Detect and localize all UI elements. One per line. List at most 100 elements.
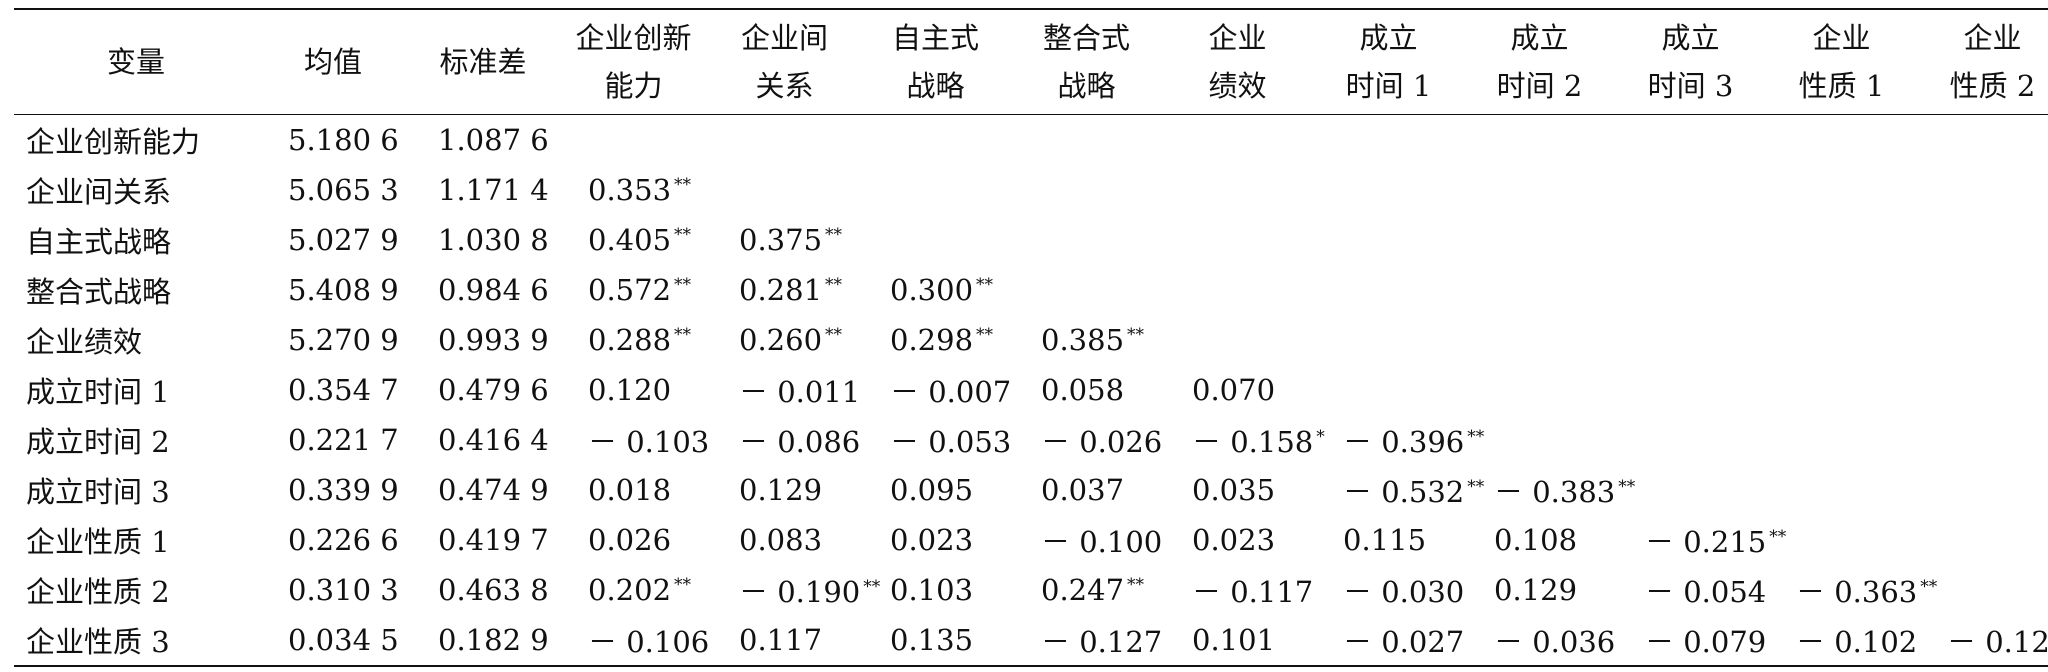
table-cell (1313, 265, 1464, 315)
table-cell (1766, 115, 1917, 166)
table-cell: － 0.054 (1645, 575, 1767, 609)
table-cell (1313, 215, 1464, 265)
table-cell: － 0.100 (1041, 525, 1163, 559)
table-cell: 0.135 (890, 623, 974, 657)
table-cell (1313, 365, 1464, 415)
table-cell (1766, 165, 1917, 215)
table-cell (1615, 415, 1766, 465)
table-cell: 0.405 ** (588, 223, 692, 257)
table-cell (860, 165, 1011, 215)
table-cell: 5.027 9 (288, 223, 399, 257)
row-label: 企业性质 2 (26, 575, 170, 609)
table-cell: 0.083 (739, 523, 823, 557)
column-header: 成立 时间 2 (1496, 21, 1583, 103)
table-cell: 0.070 (1192, 373, 1276, 407)
table-cell (1766, 315, 1917, 365)
column-header: 整合式 战略 (1042, 21, 1130, 103)
table-row: 自主式战略 5.027 9 1.030 8 0.405 ** 0.375 ** (14, 215, 2048, 265)
table-cell: 0.474 9 (438, 473, 549, 507)
row-label: 企业创新能力 (26, 125, 201, 159)
table-cell (558, 115, 709, 166)
table-cell: － 0.011 (739, 375, 861, 409)
table-cell: － 0.383 ** (1494, 475, 1636, 509)
table-body: 企业创新能力 5.180 6 1.087 6 企业间关系 5.065 3 1.171 4 0… (14, 115, 2048, 666)
table-cell: 0.101 (1192, 623, 1276, 657)
table-cell: 0.993 9 (438, 323, 549, 357)
table-cell: － 0.053 (890, 425, 1012, 459)
table-cell: 0.260 ** (739, 323, 843, 357)
table-cell: 0.018 (588, 473, 672, 507)
table-cell (1011, 165, 1162, 215)
table-cell: 0.035 (1192, 473, 1276, 507)
table-cell: － 0.079 (1645, 625, 1767, 659)
table-cell: － 0.030 (1343, 575, 1465, 609)
table-cell (1464, 365, 1615, 415)
table-cell: － 0.103 (588, 425, 710, 459)
table-cell: 0.984 6 (438, 273, 549, 307)
table-cell: － 0.007 (890, 375, 1012, 409)
table-cell (860, 115, 1011, 166)
row-label: 自主式战略 (26, 225, 172, 259)
table-cell (1615, 165, 1766, 215)
table-cell: 1.030 8 (438, 223, 549, 257)
table-cell: 0.353 ** (588, 173, 692, 207)
table-cell (1162, 315, 1313, 365)
column-header: 企业 性质 1 (1798, 21, 1885, 103)
table-cell (1615, 315, 1766, 365)
table-cell: 0.375 ** (739, 223, 843, 257)
table-cell: 5.270 9 (288, 323, 399, 357)
table-row: 成立时间 2 0.221 7 0.416 4 － 0.103 － 0.086 － 0.05… (14, 415, 2048, 465)
table-cell (1766, 365, 1917, 415)
table-cell: 0.182 9 (438, 623, 549, 657)
table-cell (1917, 115, 2048, 166)
table-cell (1011, 265, 1162, 315)
table-cell: － 0.036 (1494, 625, 1616, 659)
table-cell (1313, 315, 1464, 365)
table-cell (1917, 265, 2048, 315)
table-cell: 0.023 (1192, 523, 1276, 557)
table-cell (1313, 115, 1464, 166)
table-cell (860, 215, 1011, 265)
table-cell (1011, 215, 1162, 265)
column-header: 标准差 (439, 45, 527, 79)
table-row: 成立时间 3 0.339 9 0.474 9 0.018 0.129 0.095 0.037… (14, 465, 2048, 515)
table-cell (1917, 215, 2048, 265)
table-cell: 0.288 ** (588, 323, 692, 357)
table-cell (1917, 415, 2048, 465)
table-cell: 5.408 9 (288, 273, 399, 307)
table-cell (1615, 265, 1766, 315)
table-cell: 0.058 (1041, 373, 1125, 407)
table-cell: 0.247 ** (1041, 573, 1145, 607)
table-cell (1766, 515, 1917, 565)
column-header: 成立 时间 1 (1345, 21, 1432, 103)
table-cell (1162, 115, 1313, 166)
row-label: 企业性质 1 (26, 525, 170, 559)
table-cell: 0.023 (890, 523, 974, 557)
table-cell: － 0.127 (1947, 625, 2048, 659)
table-cell (1162, 215, 1313, 265)
table-cell: 0.572 ** (588, 273, 692, 307)
table-cell: － 0.106 (588, 625, 710, 659)
table-cell: 0.034 5 (288, 623, 399, 657)
table-row: 企业性质 2 0.310 3 0.463 8 0.202 ** － 0.190 ** 0.10… (14, 565, 2048, 615)
table-cell: 0.479 6 (438, 373, 549, 407)
table-cell (1615, 115, 1766, 166)
column-header: 成立 时间 3 (1647, 21, 1734, 103)
table-cell: － 0.117 (1192, 575, 1314, 609)
table-cell: － 0.158 * (1192, 425, 1325, 459)
table-cell (1766, 265, 1917, 315)
row-label: 企业绩效 (26, 325, 143, 359)
table-cell: 5.065 3 (288, 173, 399, 207)
table-cell (709, 165, 860, 215)
column-header: 企业创新 能力 (575, 21, 692, 103)
table-cell: － 0.363 ** (1796, 575, 1938, 609)
table-cell: 5.180 6 (288, 123, 399, 157)
table-cell (1766, 415, 1917, 465)
column-header: 均值 (303, 45, 362, 79)
table-cell (1917, 365, 2048, 415)
table-row: 成立时间 1 0.354 7 0.479 6 0.120 － 0.011 － 0.007 0… (14, 365, 2048, 415)
table-cell (1615, 215, 1766, 265)
table-cell: 0.117 (739, 623, 823, 657)
column-header: 企业间 关系 (740, 21, 828, 103)
table-cell (1615, 465, 1766, 515)
